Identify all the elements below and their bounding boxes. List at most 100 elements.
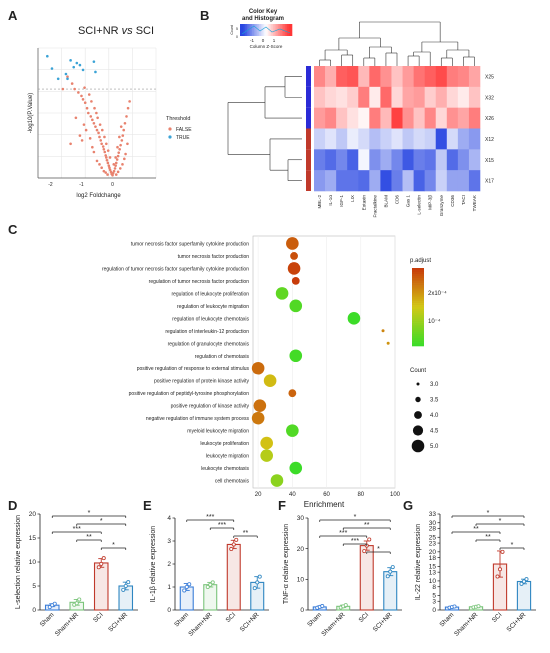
bar-f-data-point <box>388 569 393 574</box>
bar-f-y-tick-label: 0 <box>300 607 304 614</box>
bar-g-sig-label: ** <box>473 526 479 533</box>
heatmap-column-label: LIX <box>350 195 355 202</box>
dotplot-legend-size-label: 4.0 <box>430 413 439 419</box>
dotplot-point <box>381 329 385 333</box>
volcano-point-false <box>69 142 72 146</box>
volcano-point-false <box>95 111 98 115</box>
dotplot-term-label: positive regulation of response to exter… <box>137 366 250 372</box>
volcano-point-false <box>122 128 126 132</box>
dotplot-legend-size-dot <box>416 382 420 386</box>
heatmap-cell <box>435 66 448 88</box>
heatmap-cell <box>468 170 481 192</box>
dotplot-legend-color-cell <box>412 269 424 273</box>
colorkey-gradient-cell <box>278 24 281 36</box>
bar-d-category-label: Sham <box>39 611 56 628</box>
volcano-point-true <box>66 77 69 81</box>
dotplot-legend-color-cell <box>412 287 424 290</box>
volcano-point-false <box>126 106 130 110</box>
volcano-legend-label: TRUE <box>176 135 190 141</box>
volcano-point-false <box>114 173 118 176</box>
volcano-legend-label: FALSE <box>176 127 192 133</box>
bar-f-category-label: Sham <box>306 611 323 628</box>
bar-e-y-tick-label: 3 <box>167 538 171 545</box>
bar-g-category-label: SCI+NR <box>505 611 527 633</box>
heatmap-cell <box>435 149 448 171</box>
bar-e-y-axis-label: IL-1β relative expression <box>150 526 157 603</box>
volcano-point-false <box>81 98 85 101</box>
heatmap-cell <box>402 128 414 150</box>
heatmap-cell <box>314 86 326 108</box>
bar-f-y-tick-label: 10 <box>297 577 305 584</box>
volcano-point-false <box>116 145 119 149</box>
heatmap-row-label: X32 <box>485 95 494 101</box>
heatmap-row-group-bar <box>306 66 311 87</box>
heatmap-column-label: Eotaxin <box>361 195 366 211</box>
dotplot-term-label: positive regulation of peptidyl-tyrosine… <box>129 391 250 397</box>
bar-e-bar <box>203 584 218 611</box>
dotplot-legend-color-cell <box>412 277 424 280</box>
heatmap-cell <box>457 107 470 129</box>
volcano-point-false <box>87 111 90 115</box>
volcano-point-false <box>70 82 74 85</box>
heatmap-cell <box>380 170 392 192</box>
heatmap-cell <box>336 170 348 192</box>
heatmap-cell <box>391 66 403 88</box>
panel-label-g: G <box>403 498 414 513</box>
bar-g-data-point <box>522 579 527 584</box>
bar-e-y-tick-label: 2 <box>167 561 171 568</box>
volcano-point-true <box>75 61 79 65</box>
dotplot-point <box>286 424 299 437</box>
colorkey-histogram-line <box>241 25 291 35</box>
bar-d-data-point <box>96 565 101 570</box>
heatmap-cell <box>347 107 359 129</box>
bar-d-sig-label: * <box>100 518 103 525</box>
heatmap-cell <box>358 86 370 108</box>
volcano-point-false <box>108 166 111 170</box>
heatmap-column-label: MBL-2 <box>317 195 322 209</box>
dotplot-legend-size-title: Count <box>410 368 426 374</box>
heatmap-cell <box>369 128 381 150</box>
colorkey-xlabel: Column Z-Score <box>250 44 283 49</box>
bar-g-y-tick-label: 18 <box>429 555 437 562</box>
bar-d-bar <box>93 562 109 611</box>
dotplot-legend-color-cell <box>412 330 424 333</box>
heatmap-cell <box>424 66 437 88</box>
bar-g-y-tick-label: 33 <box>429 511 437 518</box>
volcano-point-false <box>97 131 100 135</box>
heatmap-cell <box>435 86 448 108</box>
volcano-point-false <box>119 125 123 128</box>
dotplot-legend-color-cell <box>412 324 424 327</box>
colorkey-gradient-cell <box>266 24 269 36</box>
bar-d-y-tick-label: 0 <box>32 607 36 614</box>
heatmap-cell <box>446 149 459 171</box>
bar-g-sig-label: ** <box>485 534 491 541</box>
bar-f-y-axis-label: TNF-α relative expression <box>283 524 290 604</box>
volcano-point-false <box>77 91 80 94</box>
heatmap-cell <box>358 170 370 192</box>
colorkey-tick-label: 1 <box>273 38 276 43</box>
bar-g-y-tick-label: 25 <box>429 534 437 541</box>
panel-label-c: C <box>8 222 18 237</box>
volcano-point-false <box>111 173 114 177</box>
colorkey-gradient-cell <box>241 24 244 36</box>
volcano-point-false <box>66 75 69 79</box>
colorkey-count-tick: 5 <box>236 27 238 31</box>
heatmap-cell <box>369 149 381 171</box>
heatmap-column-label: IL-1α <box>328 195 333 206</box>
colorkey-gradient-cell <box>240 24 243 36</box>
bar-f-sig-label: ** <box>364 522 370 529</box>
volcano-point-false <box>105 156 108 159</box>
heatmap-cell <box>457 128 470 150</box>
heatmap-cell <box>413 86 425 108</box>
dotplot-point <box>263 374 277 388</box>
dotplot-legend-size-dot <box>415 396 421 403</box>
heatmap-cell <box>369 107 381 129</box>
bar-d-y-tick-label: 5 <box>32 583 36 590</box>
volcano-point-false <box>98 163 101 166</box>
volcano-point-false <box>108 156 112 159</box>
volcano-x-axis-label: log2 Foldchange <box>76 193 121 199</box>
dotplot-legend-color-cell <box>412 283 424 286</box>
volcano-point-false <box>121 134 125 137</box>
colorkey-count-label: Count <box>230 25 234 34</box>
heatmap-cell <box>435 128 448 150</box>
